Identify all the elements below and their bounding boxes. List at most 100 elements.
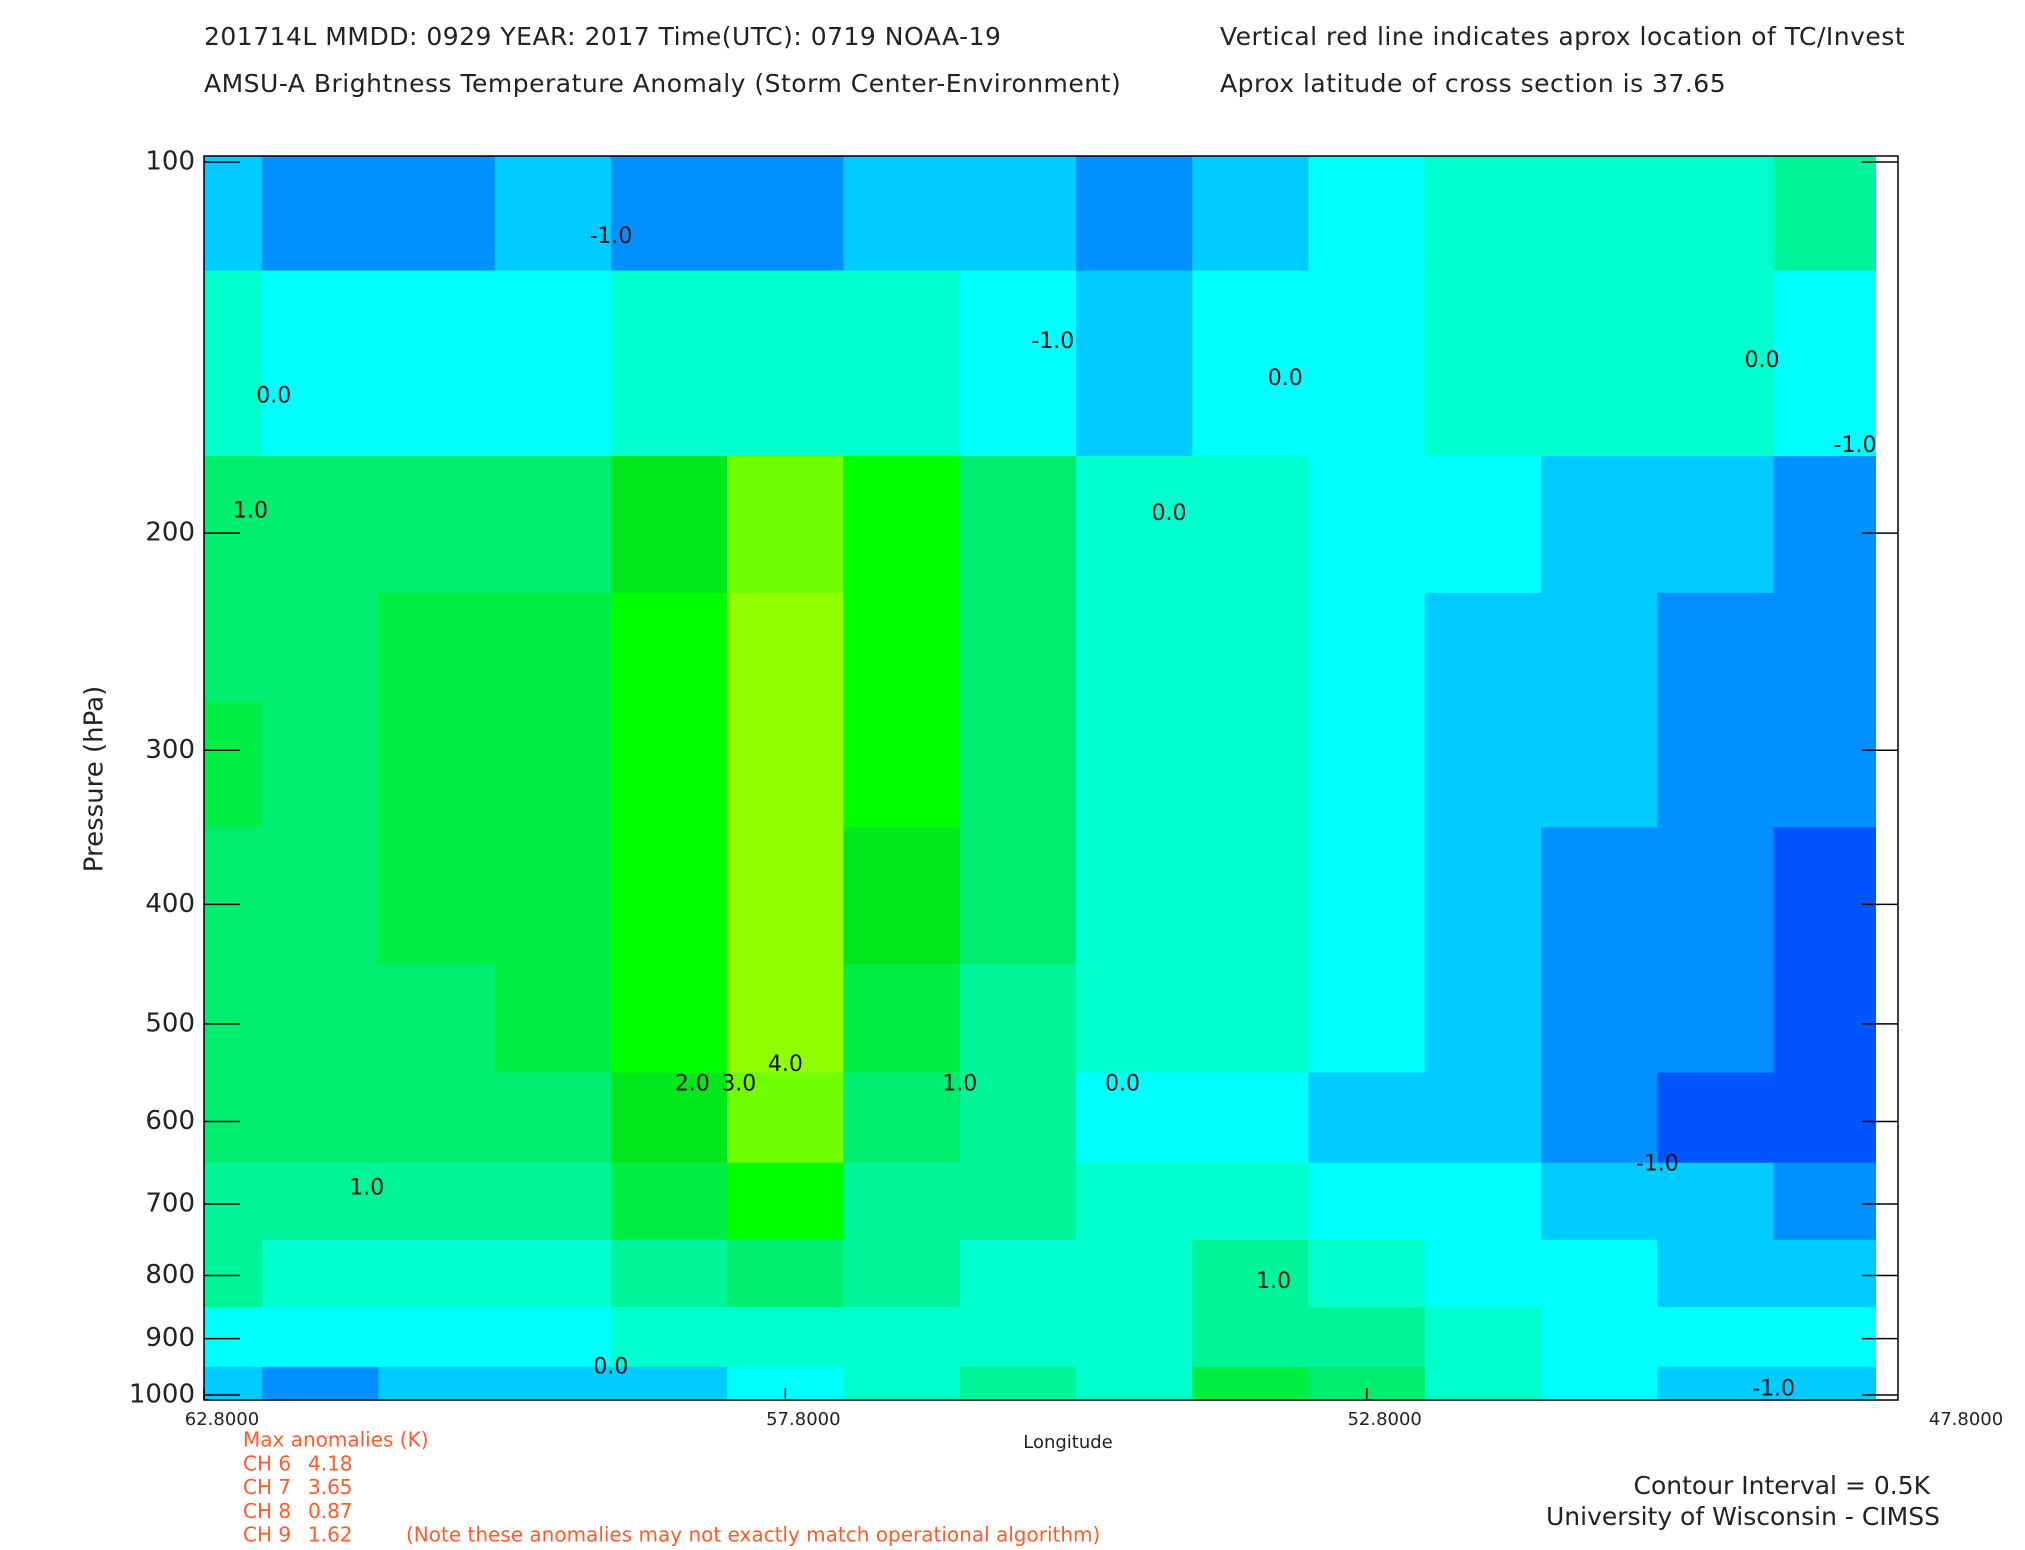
x-tick-label: 57.8000: [766, 1409, 840, 1430]
contour-cell: [1773, 827, 1876, 965]
contour-cell: [1541, 156, 1658, 272]
contour-cell: [1192, 456, 1310, 594]
contour-cell: [1541, 592, 1658, 702]
contour-cell: [378, 964, 496, 1074]
contour-cell: [1192, 1072, 1310, 1164]
contour-cell: [959, 1307, 1077, 1368]
contour-cell: [1192, 701, 1310, 828]
contour-cell: [378, 1307, 496, 1368]
contour-cell: [1076, 592, 1193, 702]
y-tick-label: 600: [145, 1106, 195, 1136]
contour-cell: [1541, 964, 1658, 1074]
channel-name: CH 8: [243, 1499, 291, 1523]
contour-cell: [610, 1162, 728, 1241]
contour-cell: [843, 1162, 961, 1241]
contour-cell: [1541, 1239, 1658, 1308]
contour-cell: [204, 456, 263, 594]
contour-cell: [262, 964, 379, 1074]
contour-cell: [1541, 456, 1658, 594]
contour-cell: [1424, 1307, 1542, 1368]
contour-cell: [1424, 1366, 1542, 1400]
plot-frame: [203, 155, 1899, 1401]
contour-cell: [1192, 1162, 1310, 1241]
footer-line: Contour Interval = 0.5K: [1634, 1471, 1931, 1500]
contour-field: [204, 156, 1876, 1400]
contour-cell: [727, 1072, 844, 1164]
contour-cell: [1424, 701, 1542, 828]
contour-label: -1.0: [1636, 1151, 1679, 1176]
channel-name: CH 6: [243, 1452, 291, 1476]
contour-cell: [262, 1307, 379, 1368]
y-tick-label: 1000: [129, 1380, 195, 1410]
contour-cell: [1773, 1162, 1876, 1241]
contour-cell: [843, 964, 961, 1074]
y-tick-label: 300: [145, 735, 195, 765]
contour-cell: [204, 964, 263, 1074]
x-tick-label: 47.8000: [1929, 1409, 2003, 1430]
contour-cell: [959, 701, 1077, 828]
y-tick-label: 200: [145, 518, 195, 548]
contour-cell: [959, 1072, 1077, 1164]
contour-cell: [1424, 1239, 1542, 1308]
contour-cell: [1192, 156, 1310, 272]
contour-label: 1.0: [349, 1175, 384, 1200]
contour-cell: [1192, 1366, 1310, 1400]
contour-cell: [204, 701, 263, 828]
contour-cell: [843, 1366, 961, 1400]
contour-label: 0.0: [256, 384, 291, 409]
contour-cell: [262, 1366, 379, 1400]
footer-line: University of Wisconsin - CIMSS: [1546, 1502, 1940, 1531]
contour-cell: [1773, 156, 1876, 272]
contour-cell: [204, 1307, 263, 1368]
channel-value: 4.18: [308, 1452, 353, 1476]
contour-cell: [494, 156, 612, 272]
header-line: Aprox latitude of cross section is 37.65: [1220, 69, 1726, 98]
contour-cell: [959, 827, 1077, 965]
contour-cell: [610, 270, 728, 457]
y-tick-label: 500: [145, 1008, 195, 1038]
contour-cell: [959, 964, 1077, 1074]
channel-value: 1.62: [308, 1523, 353, 1547]
contour-cell: [610, 827, 728, 965]
contour-cell: [727, 456, 844, 594]
contour-cell: [1424, 964, 1542, 1074]
contour-cell: [610, 156, 728, 272]
contour-cell: [610, 964, 728, 1074]
contour-cell: [262, 701, 379, 828]
contour-label: 0.0: [1744, 348, 1779, 373]
contour-label: 1.0: [233, 498, 268, 523]
contour-cell: [1657, 1162, 1775, 1241]
x-axis-title: Longitude: [1023, 1432, 1113, 1453]
contour-cell: [959, 592, 1077, 702]
contour-cell: [1773, 1307, 1876, 1368]
contour-cell: [610, 592, 728, 702]
contour-cell: [843, 1072, 961, 1164]
contour-cell: [378, 156, 496, 272]
contour-cell: [1308, 701, 1426, 828]
contour-cell: [378, 827, 496, 965]
contour-cell: [262, 827, 379, 965]
contour-cell: [262, 1162, 379, 1241]
contour-cell: [1424, 270, 1542, 457]
y-tick-label: 700: [145, 1189, 195, 1219]
contour-cell: [1657, 270, 1775, 457]
contour-cell: [262, 456, 379, 594]
header-line: AMSU-A Brightness Temperature Anomaly (S…: [204, 69, 1121, 98]
contour-cell: [1657, 1239, 1775, 1308]
contour-cell: [262, 156, 379, 272]
contour-cell: [843, 1307, 961, 1368]
contour-cell: [959, 1366, 1077, 1400]
contour-cell: [1076, 964, 1193, 1074]
contour-cell: [1192, 270, 1310, 457]
contour-cell: [378, 1072, 496, 1164]
contour-cell: [1657, 1072, 1775, 1164]
contour-cell: [1076, 456, 1193, 594]
contour-cell: [1424, 1162, 1542, 1241]
contour-cell: [959, 1162, 1077, 1241]
contour-cell: [1773, 964, 1876, 1074]
contour-cell: [1076, 701, 1193, 828]
contour-cell: [494, 592, 612, 702]
contour-cell: [204, 156, 263, 272]
